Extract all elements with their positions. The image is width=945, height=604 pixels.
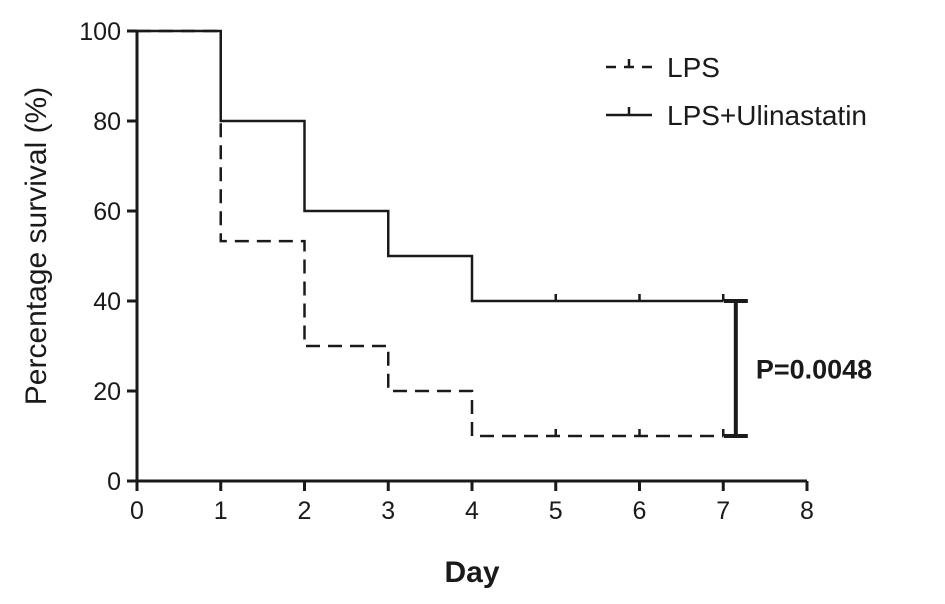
x-axis-title: Day <box>444 556 499 589</box>
y-tick-label: 80 <box>93 108 121 136</box>
y-tick-label: 0 <box>107 468 121 496</box>
x-tick-label: 4 <box>465 497 479 525</box>
x-tick-label: 6 <box>633 497 647 525</box>
legend: LPS LPS+Ulinastatin <box>606 52 867 131</box>
series-line-lps <box>137 29 724 438</box>
legend-label: LPS+Ulinastatin <box>667 100 867 131</box>
x-tick-label: 1 <box>214 497 228 525</box>
annotations: P=0.0048 <box>723 299 872 438</box>
y-tick-label: 20 <box>93 378 121 406</box>
x-tick-label: 3 <box>381 497 395 525</box>
x-tick-label: 7 <box>716 497 730 525</box>
y-tick-label: 100 <box>79 18 121 46</box>
series-layer <box>137 29 725 438</box>
x-tick-label: 0 <box>130 497 144 525</box>
y-axis-title: Percentage survival (%) <box>20 87 53 405</box>
x-tick-label: 2 <box>298 497 312 525</box>
y-tick-label: 60 <box>93 198 121 226</box>
pvalue-label: P=0.0048 <box>756 355 872 385</box>
y-tick-label: 40 <box>93 288 121 316</box>
x-tick-label: 5 <box>549 497 563 525</box>
x-tick-label: 8 <box>800 497 814 525</box>
legend-label: LPS <box>667 52 720 83</box>
series-line-lps-ulinastatin <box>137 29 724 303</box>
